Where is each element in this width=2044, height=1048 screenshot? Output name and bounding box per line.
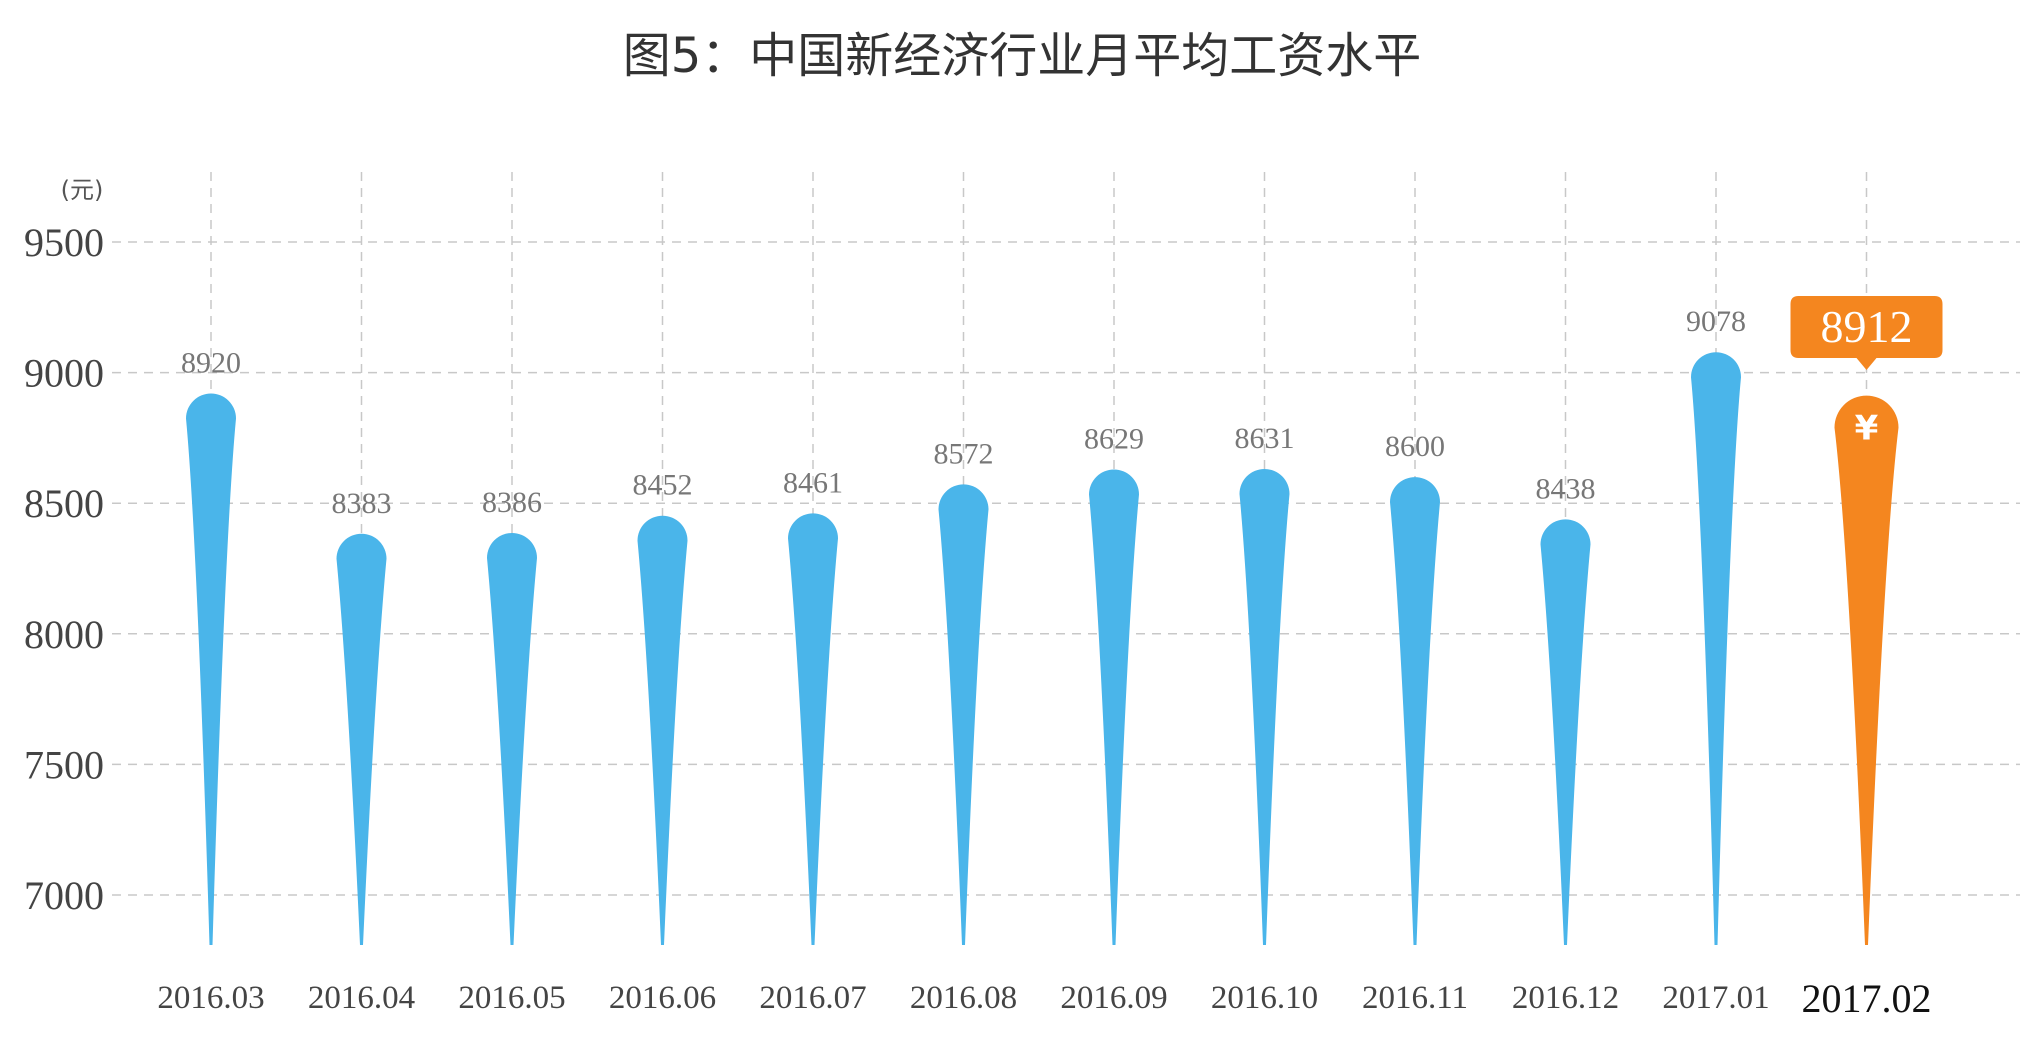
y-axis-ticks: 9500 9000 8500 8000 7500 7000: [24, 220, 104, 918]
bar: [938, 484, 989, 945]
x-tick-label: 2016.03: [157, 980, 264, 1016]
data-label: 8920: [181, 346, 241, 379]
data-label: 8438: [1536, 472, 1596, 505]
x-axis-ticks: 2016.03 2016.04 2016.05 2016.06 2016.07 2016.…: [157, 976, 1931, 1021]
data-label: 9078: [1686, 305, 1746, 338]
x-tick-label: 2016.12: [1512, 980, 1619, 1016]
data-label: 8600: [1385, 430, 1445, 463]
x-tick-label: 2016.08: [910, 980, 1017, 1016]
x-tick-label: 2016.07: [759, 980, 866, 1016]
highlight-callout: 8912: [1790, 296, 1943, 370]
x-tick-label: 2016.06: [609, 980, 716, 1016]
callout-box: [1790, 296, 1943, 370]
x-tick-label: 2017.02: [1802, 976, 1932, 1021]
data-labels: 8920 8383 8386 8452 8461 8572 8629 8631 8600 8438…: [181, 305, 1879, 520]
y-tick-label: 9500: [24, 220, 104, 265]
gridlines: [112, 172, 2020, 945]
data-label: 8383: [332, 487, 392, 520]
bar: [1390, 477, 1440, 945]
y-tick-label: 8500: [24, 481, 104, 526]
callout-value-label: 8912: [1821, 301, 1913, 352]
yen-icon: ¥: [1855, 409, 1879, 449]
chart-title: 图5：中国新经济行业月平均工资水平: [623, 28, 1422, 84]
bar: [637, 515, 688, 945]
y-tick-label: 7000: [24, 873, 104, 918]
bar-highlight: [1834, 395, 1899, 946]
bar: [336, 533, 387, 945]
bar: [1239, 468, 1290, 945]
bar: [1540, 519, 1591, 945]
data-label: 8386: [482, 486, 542, 519]
bar: [487, 532, 537, 945]
bar: [1089, 469, 1139, 945]
data-label: 8572: [934, 437, 994, 470]
bar: [788, 513, 838, 945]
y-tick-label: 9000: [24, 351, 104, 396]
x-tick-label: 2017.01: [1662, 980, 1769, 1016]
bar: [1691, 352, 1741, 945]
y-tick-label: 8000: [24, 612, 104, 657]
x-tick-label: 2016.09: [1060, 980, 1167, 1016]
y-axis-unit-label: (元): [61, 176, 104, 204]
bars: [186, 352, 1899, 946]
x-tick-label: 2016.04: [308, 980, 415, 1016]
bar: [186, 393, 236, 945]
data-label: 8629: [1084, 423, 1144, 456]
x-tick-label: 2016.05: [458, 980, 565, 1016]
data-label: 8631: [1235, 422, 1295, 455]
data-label: 8461: [783, 466, 843, 499]
data-label: 8452: [633, 469, 693, 502]
x-tick-label: 2016.10: [1211, 980, 1318, 1016]
x-tick-label: 2016.11: [1362, 980, 1468, 1016]
y-tick-label: 7500: [24, 742, 104, 787]
